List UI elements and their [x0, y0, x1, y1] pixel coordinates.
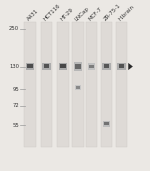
- Text: 55: 55: [12, 123, 19, 128]
- Text: 250: 250: [9, 27, 19, 31]
- Bar: [41, 22, 52, 147]
- Text: HCT116: HCT116: [43, 3, 62, 22]
- Polygon shape: [128, 63, 133, 70]
- Bar: [44, 64, 49, 68]
- Text: LNCap: LNCap: [74, 5, 91, 22]
- Text: HT-29: HT-29: [59, 7, 74, 22]
- Bar: [104, 64, 109, 68]
- Text: 130: 130: [9, 64, 19, 69]
- Bar: [75, 64, 81, 69]
- Bar: [103, 121, 110, 127]
- Bar: [26, 63, 34, 70]
- Text: MCF-7: MCF-7: [88, 6, 103, 22]
- Text: 95: 95: [12, 87, 19, 92]
- Bar: [75, 85, 81, 90]
- Bar: [117, 63, 126, 70]
- Bar: [59, 63, 67, 70]
- Bar: [42, 63, 51, 70]
- Bar: [57, 22, 69, 147]
- Bar: [89, 65, 94, 68]
- Bar: [72, 22, 84, 147]
- Text: H.brain: H.brain: [118, 4, 136, 22]
- Bar: [102, 63, 111, 70]
- Bar: [104, 122, 109, 125]
- Text: ZR-75-1: ZR-75-1: [103, 3, 122, 22]
- Bar: [86, 22, 97, 147]
- Bar: [88, 63, 95, 70]
- Bar: [101, 22, 112, 147]
- Bar: [116, 22, 127, 147]
- Bar: [74, 62, 82, 71]
- Bar: [76, 86, 80, 89]
- Bar: [119, 64, 124, 68]
- Bar: [60, 64, 66, 68]
- Text: 72: 72: [12, 103, 19, 108]
- Text: A431: A431: [26, 8, 40, 22]
- Bar: [27, 64, 33, 68]
- Bar: [24, 22, 36, 147]
